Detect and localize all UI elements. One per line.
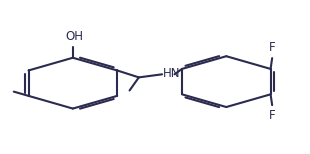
Text: OH: OH — [65, 30, 83, 43]
Text: F: F — [269, 109, 276, 122]
Text: HN: HN — [163, 67, 180, 80]
Text: F: F — [269, 41, 276, 54]
